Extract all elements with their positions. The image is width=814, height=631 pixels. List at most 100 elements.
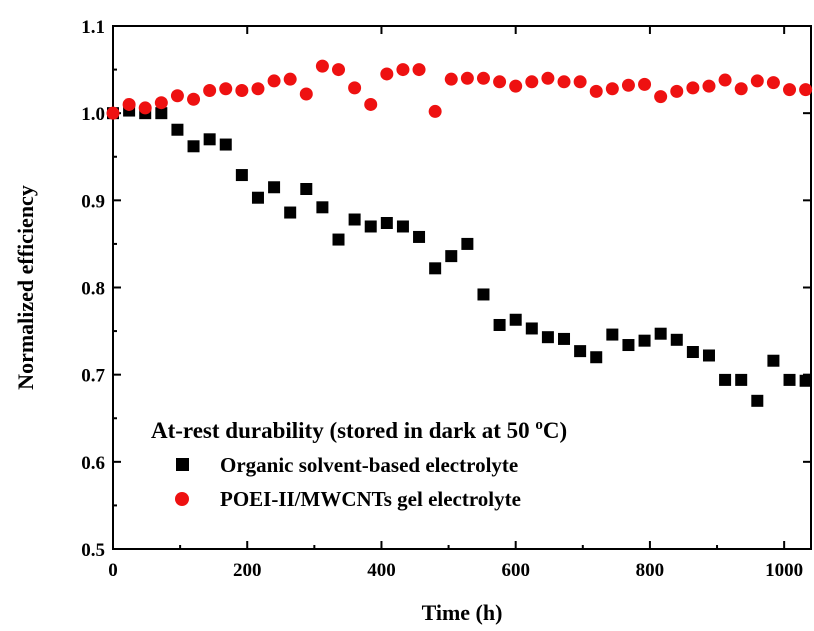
data-point-circle [734,82,748,96]
y-axis-ticks: 0.5 0.6 0.7 0.8 0.9 1.0 1.1 [81,17,811,561]
data-point-square [509,313,522,326]
data-point-square [493,318,506,331]
data-point-square [332,233,345,246]
legend-title: At-rest durability (stored in dark at 50… [151,417,567,443]
data-point-square [590,351,603,364]
legend-title-suffix: C) [543,418,567,443]
legend: At-rest durability (stored in dark at 50… [151,417,567,511]
data-point-circle [412,63,426,77]
data-point-square [203,133,216,146]
legend-marker-circle [175,492,189,506]
data-point-circle [460,71,474,85]
y-tick-label: 1.0 [81,104,105,125]
data-point-square [380,216,393,229]
data-point-square [235,169,248,182]
data-point-circle [686,81,700,95]
data-point-square [686,346,699,359]
data-point-circle [364,97,378,111]
data-point-square [719,373,732,386]
x-tick-label: 1000 [765,560,803,581]
data-point-circle [154,96,168,110]
x-axis-ticks: 0 200 400 600 800 1000 [108,26,803,581]
data-point-square [670,333,683,346]
data-point-circle [187,92,201,106]
data-point-square [783,373,796,386]
data-point-square [284,206,297,219]
data-point-circle [799,83,813,97]
data-point-square [316,201,329,214]
data-point-circle [444,72,458,86]
data-point-circle [557,75,571,89]
data-point-circle [589,84,603,98]
data-point-square [155,107,168,120]
data-point-circle [299,87,313,101]
data-point-circle [267,74,281,88]
data-point-circle [396,63,410,77]
y-tick-label: 0.6 [81,453,105,474]
data-point-square [268,181,281,194]
data-point-circle [750,74,764,88]
data-point-circle [138,101,152,115]
data-point-circle [476,71,490,85]
y-tick-label: 0.8 [81,279,105,300]
data-point-square [574,345,587,358]
series-poei [106,59,813,120]
data-point-circle [332,63,346,77]
data-point-circle [670,84,684,98]
data-point-square [702,349,715,362]
data-point-circle [235,84,249,98]
data-point-circle [605,82,619,96]
data-point-circle [315,59,329,73]
data-point-square [606,328,619,341]
data-point-circle [541,71,555,85]
legend-title-prefix: At-rest durability (stored in dark at 50 [151,418,535,443]
x-tick-label: 200 [233,560,262,581]
data-point-square [541,331,554,344]
data-point-circle [638,77,652,91]
data-point-square [735,373,748,386]
data-point-square [348,213,361,226]
data-point-square [300,183,313,196]
data-point-circle [654,90,668,104]
y-tick-label: 1.1 [81,17,105,38]
data-point-circle [106,106,120,120]
y-axis-title: Normalized efficiency [13,185,38,390]
data-point-circle [348,81,362,95]
data-point-square [638,334,651,347]
data-point-square [413,230,426,243]
data-point-circle [122,97,136,111]
data-point-circle [219,82,233,96]
y-tick-label: 0.9 [81,191,105,212]
data-point-circle [203,84,217,98]
data-point-circle [251,82,265,96]
y-tick-label: 0.7 [81,366,105,387]
data-point-square [187,140,200,153]
data-point-square [751,394,764,407]
data-point-square [767,354,780,367]
data-point-circle [573,75,587,89]
x-tick-label: 800 [636,560,665,581]
data-point-circle [428,104,442,118]
data-point-circle [170,89,184,103]
data-point-circle [718,73,732,87]
data-point-square [364,220,377,233]
data-point-square [445,250,458,263]
data-point-square [525,322,538,335]
x-tick-label: 0 [108,560,118,581]
legend-label-organic: Organic solvent-based electrolyte [220,453,518,477]
data-point-square [799,374,812,387]
x-axis-title: Time (h) [422,600,503,625]
legend-marker-square [176,458,189,471]
data-point-circle [283,72,297,86]
data-point-circle [509,79,523,93]
data-point-square [396,220,409,233]
series-layer [106,59,813,407]
data-point-circle [380,67,394,81]
data-point-circle [783,83,797,97]
data-point-circle [525,75,539,89]
x-tick-label: 400 [367,560,396,581]
data-point-square [429,262,442,275]
data-point-square [461,237,474,250]
